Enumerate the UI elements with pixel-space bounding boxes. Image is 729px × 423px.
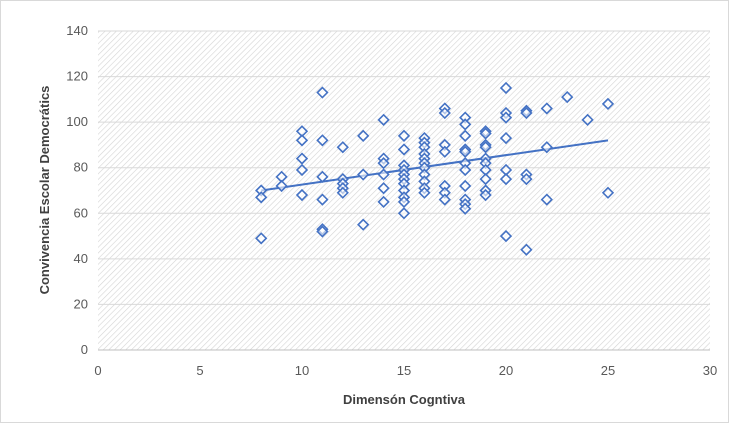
data-point	[520, 243, 533, 256]
data-point	[316, 170, 329, 183]
x-axis-title: Dimensón Cogntiva	[343, 392, 466, 407]
data-point	[499, 131, 513, 145]
gridlines	[98, 30, 710, 351]
data-points	[255, 81, 615, 256]
data-point	[601, 97, 615, 111]
data-point	[581, 113, 594, 126]
tick-labels: 0 20 40 60 80 100 120 140 0 5 10 15 20 25 30	[66, 23, 717, 378]
data-point	[255, 232, 268, 245]
data-point	[459, 179, 472, 193]
data-point	[459, 129, 472, 142]
data-point	[601, 186, 615, 199]
data-point	[499, 172, 513, 186]
data-point	[438, 145, 451, 158]
data-point	[459, 163, 472, 177]
data-point	[397, 195, 411, 209]
data-point	[336, 141, 349, 154]
data-point	[397, 143, 411, 156]
data-point	[255, 191, 268, 204]
data-point	[336, 186, 349, 199]
x-tick-label: 5	[196, 363, 203, 378]
data-point	[479, 188, 492, 202]
x-tick-label: 15	[397, 363, 411, 378]
x-tick-label: 0	[94, 363, 101, 378]
data-point	[316, 193, 329, 206]
x-tick-label: 20	[499, 363, 513, 378]
data-point	[459, 202, 472, 215]
data-point	[377, 113, 390, 126]
data-point	[357, 168, 370, 181]
y-tick-label: 120	[66, 69, 88, 84]
data-point	[438, 106, 451, 120]
data-point	[295, 134, 309, 147]
x-tick-label: 30	[703, 363, 717, 378]
y-tick-label: 140	[66, 23, 88, 38]
data-point	[357, 218, 370, 231]
y-tick-label: 40	[74, 251, 88, 266]
data-point	[459, 145, 472, 158]
y-tick-label: 80	[74, 160, 88, 175]
data-point	[397, 129, 411, 142]
data-point	[275, 179, 288, 193]
data-point	[479, 172, 492, 186]
data-point	[540, 102, 553, 115]
x-tick-label: 25	[601, 363, 615, 378]
data-point	[377, 182, 390, 195]
y-tick-label: 100	[66, 114, 88, 129]
data-point	[499, 229, 513, 243]
data-point	[377, 157, 390, 170]
data-point	[418, 186, 431, 199]
data-point	[316, 225, 329, 238]
data-point	[295, 188, 309, 202]
data-point	[540, 141, 553, 154]
data-point	[438, 193, 451, 206]
data-point	[499, 81, 513, 95]
data-point	[316, 86, 329, 99]
data-point	[459, 118, 472, 131]
y-tick-label: 0	[81, 342, 88, 357]
data-point	[499, 111, 513, 124]
x-tick-label: 10	[295, 363, 309, 378]
data-point	[397, 207, 411, 220]
y-tick-label: 20	[74, 296, 88, 311]
data-point	[479, 127, 492, 140]
data-point	[295, 152, 309, 165]
data-point	[520, 106, 533, 120]
data-point	[295, 163, 309, 177]
y-tick-label: 60	[74, 205, 88, 220]
data-point	[540, 193, 553, 206]
data-point	[316, 134, 329, 147]
data-point	[357, 129, 370, 142]
data-point	[377, 168, 390, 181]
y-axis-title: Convivencia Escolar Democrátics	[37, 86, 52, 295]
data-point	[561, 90, 574, 104]
data-point	[520, 172, 533, 186]
data-point	[377, 195, 390, 209]
data-point	[479, 141, 492, 154]
